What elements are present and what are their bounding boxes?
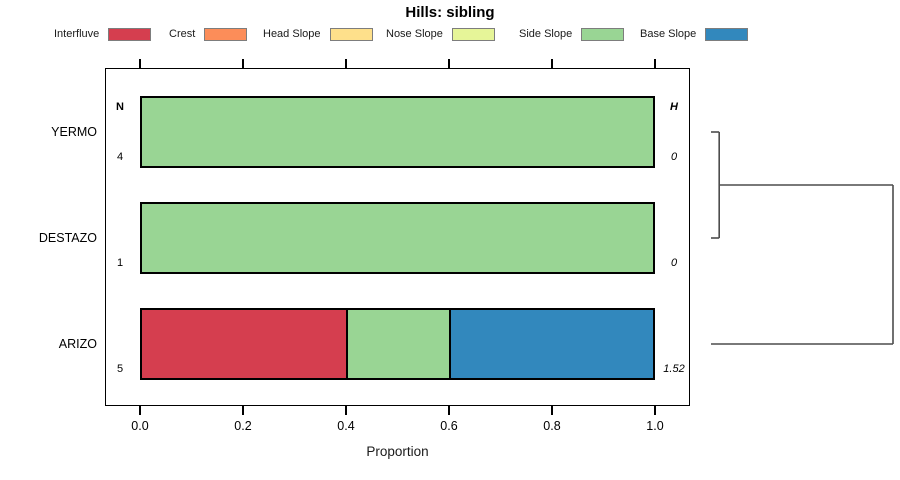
x-tick-top: [654, 59, 656, 68]
bar-row: [140, 202, 655, 274]
legend-label: Head Slope: [263, 28, 321, 40]
x-tick-label: 0.8: [543, 419, 561, 433]
y-category-label: YERMO: [51, 125, 97, 139]
x-tick-label: 0.4: [337, 419, 355, 433]
bar-segment-interfluve: [142, 310, 347, 378]
legend-swatch: [329, 27, 373, 41]
h-value: 0: [670, 151, 678, 163]
bar-segment-side-slope: [346, 310, 449, 378]
x-tick-top: [345, 59, 347, 68]
n-value: 5: [116, 363, 124, 375]
legend-swatch: [581, 27, 625, 41]
x-tick-bottom: [654, 406, 656, 415]
legend-item: Side Slope: [519, 26, 625, 42]
y-category-label: ARIZO: [58, 337, 97, 351]
legend-swatch: [204, 27, 248, 41]
legend-swatch: [705, 27, 749, 41]
legend-label: Interfluve: [54, 28, 100, 40]
x-tick-label: 0.2: [234, 419, 252, 433]
bar-row: [140, 308, 655, 380]
x-tick-top: [551, 59, 553, 68]
legend-label: Crest: [169, 28, 196, 40]
bar-segment-base-slope: [448, 310, 653, 378]
legend-label: Base Slope: [640, 28, 697, 40]
x-tick-top: [139, 59, 141, 68]
bar-segment-side-slope: [142, 204, 653, 272]
h-header: H: [670, 101, 678, 113]
legend-item: Crest: [169, 26, 248, 42]
legend-item: Head Slope: [263, 26, 373, 42]
bar-segment-side-slope: [142, 98, 653, 166]
dendrogram: [711, 131, 894, 345]
legend-item: Base Slope: [640, 26, 749, 42]
h-value: 0: [670, 257, 678, 269]
x-tick-label: 0.6: [440, 419, 458, 433]
legend-swatch: [108, 27, 152, 41]
x-tick-bottom: [448, 406, 450, 415]
n-value: 1: [116, 257, 124, 269]
x-axis-title: Proportion: [366, 444, 429, 459]
x-tick-label: 0.0: [131, 419, 149, 433]
x-tick-top: [448, 59, 450, 68]
h-value: 1.52: [663, 363, 685, 375]
y-category-label: DESTAZO: [38, 231, 97, 245]
bar-row: [140, 96, 655, 168]
legend-label: Side Slope: [519, 28, 573, 40]
x-tick-bottom: [242, 406, 244, 415]
x-tick-label: 1.0: [646, 419, 664, 433]
n-header: N: [116, 101, 124, 113]
x-tick-bottom: [551, 406, 553, 415]
legend-item: Interfluve: [54, 26, 152, 42]
n-value: 4: [116, 151, 124, 163]
x-tick-top: [242, 59, 244, 68]
chart-title: Hills: sibling: [405, 4, 495, 21]
x-tick-bottom: [345, 406, 347, 415]
legend-item: Nose Slope: [386, 26, 495, 42]
legend-swatch: [451, 27, 495, 41]
x-tick-bottom: [139, 406, 141, 415]
legend-label: Nose Slope: [386, 28, 443, 40]
